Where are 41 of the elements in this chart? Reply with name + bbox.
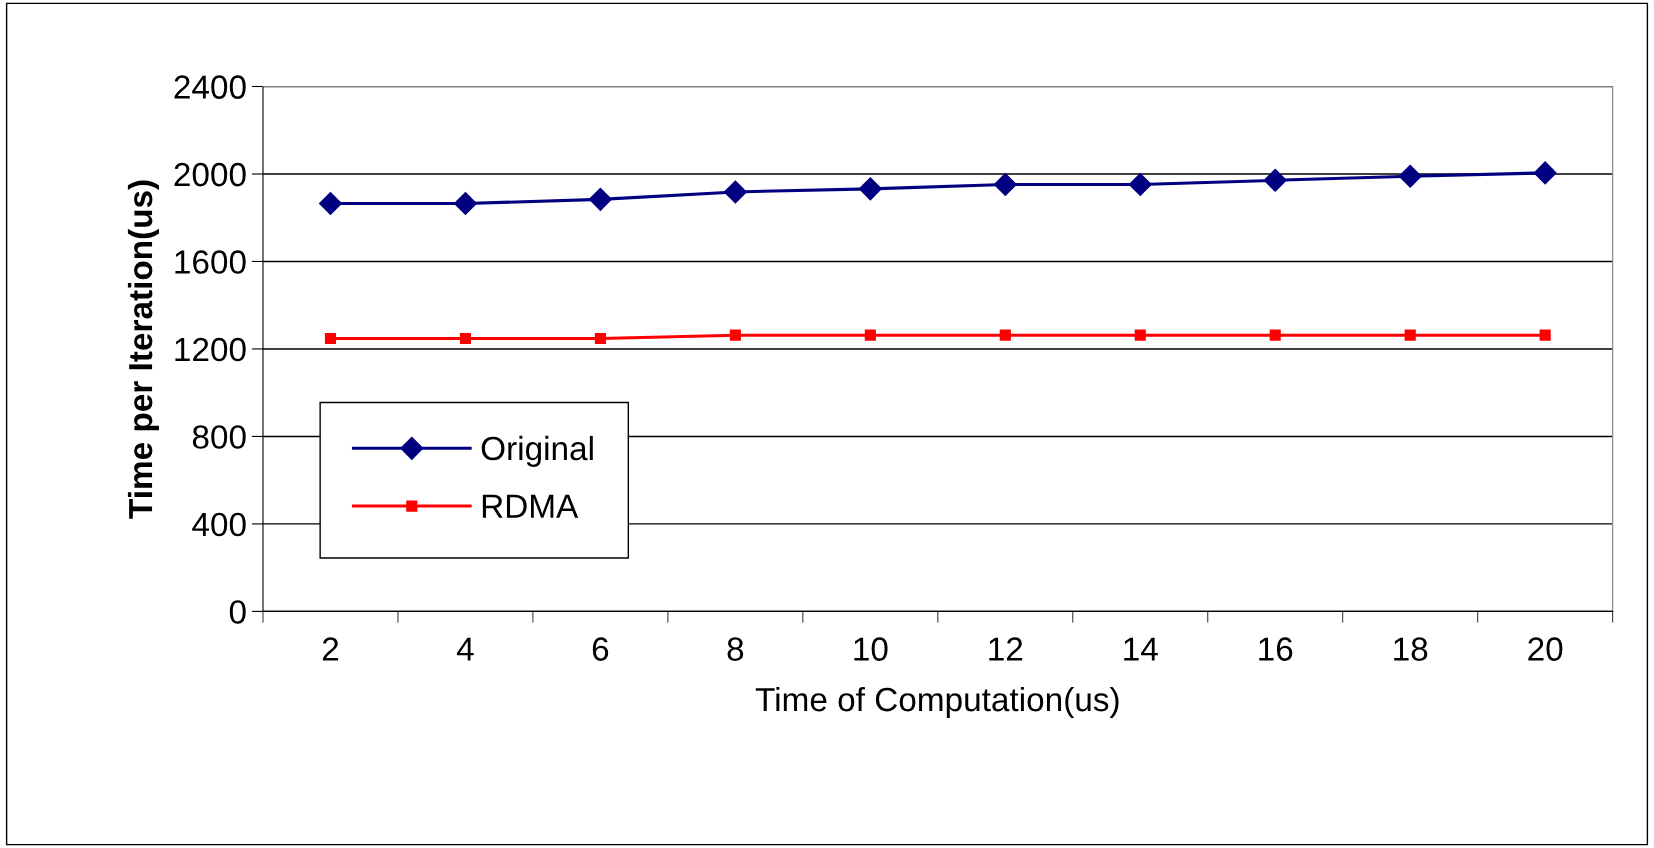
point bbox=[453, 192, 477, 216]
y-tick-label: 1200 bbox=[175, 337, 246, 362]
x-axis-title: Time of Computation(us) bbox=[755, 686, 1119, 718]
point bbox=[1533, 161, 1557, 185]
y-tick-label: 1600 bbox=[175, 250, 246, 274]
x-tick-label: 2 bbox=[322, 637, 339, 661]
y-tick-label: 800 bbox=[192, 425, 246, 449]
point bbox=[1539, 329, 1551, 341]
x-tick-label: 18 bbox=[1394, 637, 1428, 661]
point bbox=[1134, 329, 1146, 341]
point bbox=[723, 180, 747, 204]
y-axis-title: Time per Iteration(us) bbox=[127, 180, 159, 519]
x-tick-label: 14 bbox=[1124, 637, 1158, 661]
legend-label: RDMA bbox=[482, 494, 579, 518]
point bbox=[1128, 172, 1152, 196]
x-tick-label: 8 bbox=[727, 637, 744, 661]
y-tick-label: 400 bbox=[192, 512, 246, 537]
point bbox=[858, 177, 882, 201]
point bbox=[588, 187, 612, 211]
x-tick-label: 4 bbox=[456, 637, 474, 661]
x-tick-label: 6 bbox=[592, 637, 609, 661]
x-tick-label: 12 bbox=[989, 637, 1023, 661]
x-tick-label: 20 bbox=[1528, 637, 1563, 661]
point bbox=[459, 332, 471, 345]
point bbox=[324, 332, 337, 345]
point bbox=[1398, 164, 1422, 188]
point bbox=[864, 329, 876, 341]
x-tick-label: 10 bbox=[854, 637, 888, 661]
point bbox=[594, 332, 606, 345]
y-tick-label: 2000 bbox=[174, 162, 246, 187]
point bbox=[1269, 329, 1281, 341]
y-tick-label: 2400 bbox=[174, 75, 246, 99]
point bbox=[1263, 168, 1287, 192]
point bbox=[318, 192, 342, 216]
point bbox=[999, 329, 1011, 341]
legend-label: Original bbox=[481, 435, 593, 467]
point bbox=[993, 172, 1017, 196]
x-tick-label: 16 bbox=[1259, 637, 1293, 661]
point bbox=[1404, 329, 1416, 341]
point bbox=[729, 329, 741, 341]
y-tick-label: 0 bbox=[229, 600, 246, 624]
